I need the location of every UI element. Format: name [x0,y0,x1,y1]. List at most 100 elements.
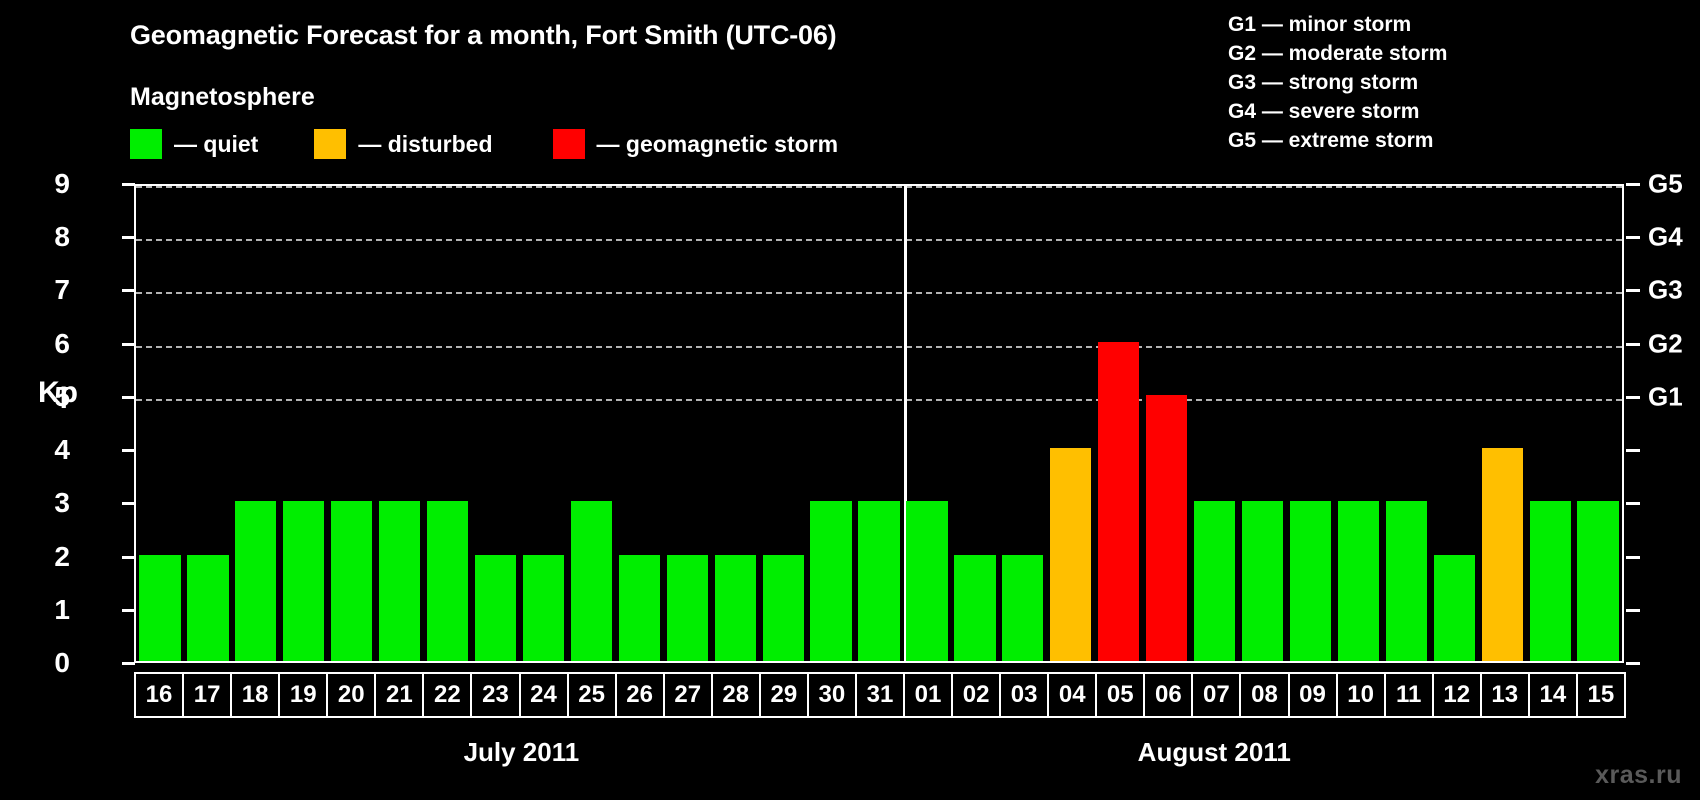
bar-cell[interactable] [903,186,951,661]
bar-cell[interactable] [1143,186,1191,661]
day-label[interactable]: 28 [710,672,761,718]
day-label[interactable]: 10 [1335,672,1386,718]
g-scale-legend-row: G1 — minor storm [1228,13,1412,36]
day-label[interactable]: 05 [1095,672,1146,718]
legend-entry: — disturbed [314,128,493,160]
day-label[interactable]: 27 [662,672,713,718]
day-label[interactable]: 03 [999,672,1050,718]
bar[interactable] [331,501,373,661]
day-label[interactable]: 31 [854,672,905,718]
bar-cell[interactable] [232,186,280,661]
bar[interactable] [1146,394,1188,661]
bar-cell[interactable] [184,186,232,661]
bar-cell[interactable] [807,186,855,661]
day-label[interactable]: 19 [278,672,329,718]
bar-cell[interactable] [951,186,999,661]
day-label[interactable]: 15 [1575,672,1626,718]
bar-cell[interactable] [1239,186,1287,661]
day-label[interactable]: 14 [1527,672,1578,718]
bar-cell[interactable] [376,186,424,661]
bar-cell[interactable] [424,186,472,661]
bar[interactable] [139,554,181,661]
bar[interactable] [810,501,852,661]
bar-cell[interactable] [1574,186,1622,661]
day-label[interactable]: 29 [758,672,809,718]
bar-cell[interactable] [1382,186,1430,661]
day-label[interactable]: 17 [182,672,233,718]
day-label[interactable]: 06 [1143,672,1194,718]
bar[interactable] [906,501,948,661]
bar[interactable] [187,554,229,661]
bar[interactable] [1481,448,1523,661]
bar-cell[interactable] [280,186,328,661]
bar-cell[interactable] [567,186,615,661]
day-label[interactable]: 25 [566,672,617,718]
bar[interactable] [426,501,469,661]
bar[interactable] [1577,501,1619,661]
day-label[interactable]: 12 [1431,672,1482,718]
bar-cell[interactable] [999,186,1047,661]
bar[interactable] [474,554,517,661]
bar[interactable] [762,554,804,661]
y-axis-tick-label: 9 [54,168,70,199]
bar[interactable] [666,554,708,661]
bar-cell[interactable] [1191,186,1239,661]
bar-cell[interactable] [1526,186,1574,661]
day-label[interactable]: 02 [951,672,1002,718]
bar-cell[interactable] [1287,186,1335,661]
bar-cell[interactable] [1430,186,1478,661]
bar-cell[interactable] [328,186,376,661]
day-label[interactable]: 18 [230,672,281,718]
bar[interactable] [1193,501,1236,661]
bar[interactable] [1050,448,1092,661]
bar[interactable] [1529,501,1571,661]
bar[interactable] [858,501,900,661]
bar[interactable] [714,554,756,661]
day-label[interactable]: 24 [518,672,569,718]
day-label[interactable]: 20 [326,672,377,718]
bar[interactable] [235,501,277,661]
bar[interactable] [1002,554,1044,661]
day-label[interactable]: 30 [806,672,857,718]
month-caption: August 2011 [1137,737,1291,767]
day-label[interactable]: 08 [1239,672,1290,718]
bar-cell[interactable] [1334,186,1382,661]
bar[interactable] [1098,341,1140,661]
day-label[interactable]: 26 [614,672,665,718]
bar[interactable] [283,501,325,661]
bar[interactable] [570,501,613,661]
bar[interactable] [1385,501,1427,661]
day-label[interactable]: 23 [470,672,521,718]
bar-cell[interactable] [1095,186,1143,661]
day-label[interactable]: 21 [374,672,425,718]
bar-cell[interactable] [855,186,903,661]
bar-cell[interactable] [520,186,568,661]
bar-cell[interactable] [663,186,711,661]
gridline [136,398,1622,401]
bar[interactable] [1337,501,1380,661]
bar-cell[interactable] [759,186,807,661]
bar[interactable] [1289,501,1332,661]
day-label[interactable]: 09 [1287,672,1338,718]
bar-cell[interactable] [615,186,663,661]
bar[interactable] [618,554,660,661]
bar-cell[interactable] [1047,186,1095,661]
y-axis-tick [122,236,135,240]
bar[interactable] [1241,501,1284,661]
bar[interactable] [1433,554,1475,661]
bar-cell[interactable] [136,186,184,661]
day-label[interactable]: 11 [1383,672,1434,718]
day-label[interactable]: 07 [1191,672,1242,718]
bar-cell[interactable] [472,186,520,661]
y-axis-tick [122,289,135,293]
bar[interactable] [954,554,996,661]
day-label[interactable]: 01 [903,672,954,718]
bar-cell[interactable] [711,186,759,661]
bar-cell[interactable] [1478,186,1526,661]
day-label[interactable]: 16 [134,672,185,718]
bar[interactable] [522,554,565,661]
day-label[interactable]: 22 [422,672,473,718]
day-label[interactable]: 13 [1479,672,1530,718]
day-label[interactable]: 04 [1047,672,1098,718]
bar[interactable] [379,501,421,661]
